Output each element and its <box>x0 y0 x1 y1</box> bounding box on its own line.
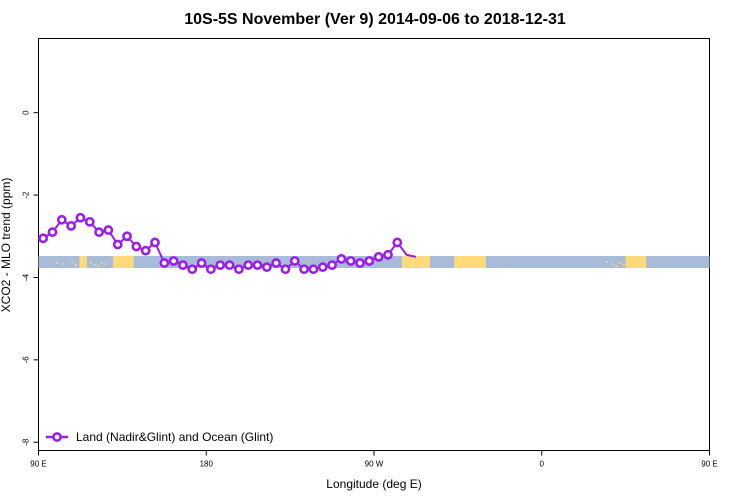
data-point <box>47 227 58 238</box>
legend-label: Land (Nadir&Glint) and Ocean (Glint) <box>76 430 273 444</box>
data-point <box>178 260 188 270</box>
island-dot <box>84 265 87 267</box>
data-point <box>364 256 375 266</box>
island-dot <box>635 261 638 263</box>
data-point <box>271 258 282 268</box>
island-dot <box>104 263 107 265</box>
x-tick-label: 90 W <box>365 460 384 469</box>
data-point <box>206 264 216 275</box>
x-tick-label: 180 <box>200 460 214 469</box>
data-point <box>56 214 67 225</box>
island-dot <box>100 262 103 264</box>
data-point <box>84 216 95 227</box>
land-band <box>401 256 430 268</box>
island-dot <box>93 264 96 266</box>
island-dot <box>97 265 100 267</box>
island-dot <box>643 263 646 265</box>
data-point <box>261 262 272 273</box>
data-point <box>224 260 235 270</box>
y-tick-label: -4 <box>22 273 31 281</box>
data-point <box>252 260 263 270</box>
island-dot <box>61 263 64 265</box>
data-point <box>75 212 86 223</box>
x-axis-label: Longitude (deg E) <box>326 477 421 491</box>
chart-title: 10S-5S November (Ver 9) 2014-09-06 to 20… <box>184 11 566 28</box>
data-point <box>243 260 254 270</box>
data-point <box>299 264 310 275</box>
data-point <box>355 258 365 268</box>
island-dot <box>619 262 622 264</box>
island-dot <box>71 261 74 263</box>
data-point <box>38 233 49 244</box>
data-point <box>383 249 393 260</box>
x-tick-label: 90 E <box>30 460 46 469</box>
data-point <box>289 256 300 266</box>
island-dot <box>74 264 77 266</box>
data-point <box>140 245 151 256</box>
data-point <box>233 264 244 275</box>
data-point <box>112 239 123 250</box>
data-point <box>150 237 160 248</box>
land-band <box>113 256 134 268</box>
data-point <box>122 231 132 242</box>
data-point <box>66 221 77 231</box>
data-point <box>336 254 347 264</box>
series-layer <box>38 212 417 275</box>
y-tick-label: -2 <box>22 191 31 199</box>
data-point <box>215 260 226 270</box>
y-tick-label: 0 <box>22 110 31 115</box>
x-tick-label: 90 E <box>701 460 717 469</box>
data-point <box>345 256 356 266</box>
island-dot <box>611 263 614 265</box>
island-dot <box>622 264 625 266</box>
series-line <box>164 240 417 271</box>
y-tick-label: -6 <box>22 356 31 364</box>
data-point <box>373 251 384 262</box>
legend: Land (Nadir&Glint) and Ocean (Glint) <box>46 430 273 444</box>
island-dot <box>89 262 92 264</box>
island-dot <box>615 265 618 267</box>
data-point <box>168 256 179 266</box>
data-point <box>103 225 114 235</box>
data-point <box>131 241 142 252</box>
data-point <box>327 260 337 270</box>
data-point <box>159 258 170 268</box>
y-axis: 0 -2 -4 -6 -8 <box>22 110 39 446</box>
x-axis: 90 E 180 90 W 0 90 E <box>30 450 718 469</box>
data-point <box>280 264 291 275</box>
data-point <box>94 227 104 238</box>
island-dot <box>630 265 633 267</box>
data-point <box>187 264 198 275</box>
data-point <box>196 258 207 268</box>
land-band <box>454 256 486 268</box>
island-dot <box>605 261 608 263</box>
y-axis-label: XCO2 - MLO trend (ppm) <box>0 178 13 313</box>
x-tick-label: 0 <box>540 460 545 469</box>
land-band <box>79 256 87 268</box>
legend-marker <box>52 432 62 442</box>
data-point <box>308 264 319 275</box>
data-point <box>317 262 328 273</box>
data-point <box>392 237 403 248</box>
island-dot <box>56 262 59 264</box>
y-tick-label: -8 <box>22 438 31 446</box>
